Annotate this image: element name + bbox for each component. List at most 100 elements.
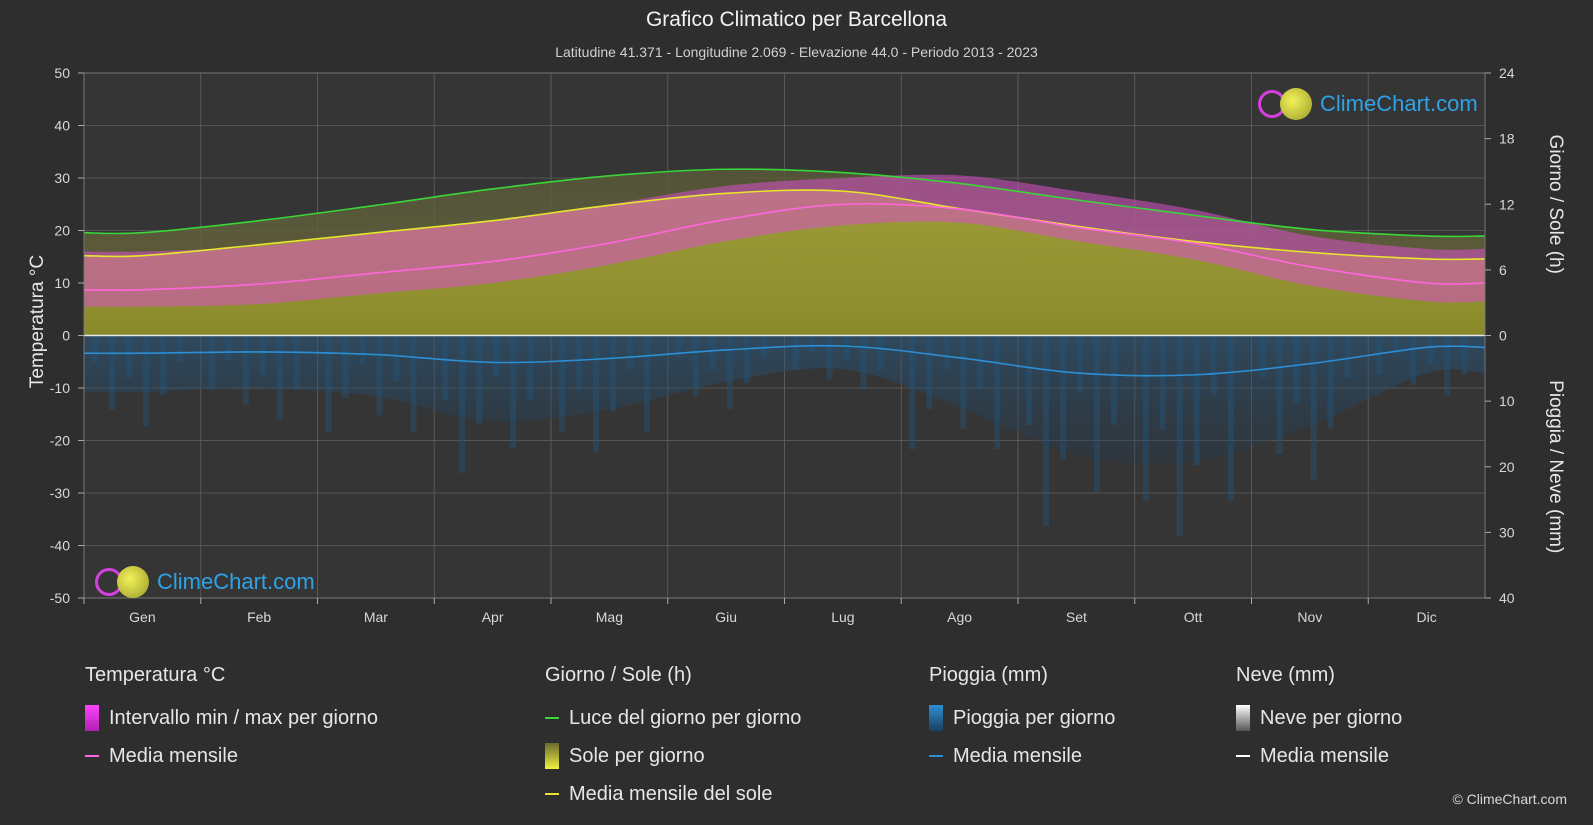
legend-snow-mean: Media mensile: [1236, 737, 1402, 775]
x-tick-label: Nov: [1297, 609, 1322, 625]
rain-bar: [242, 335, 249, 405]
x-tick-label: Giu: [715, 609, 737, 625]
rain-bar: [1376, 335, 1383, 375]
rain-bar: [1276, 335, 1283, 455]
rain-bar: [1227, 335, 1234, 501]
y-right-mm-tick-label: 30: [1499, 524, 1515, 540]
rain-bar: [476, 335, 483, 425]
daylight-swatch: [545, 717, 559, 719]
rain-bar: [1094, 335, 1100, 493]
logo-text: ClimeChart.com: [1320, 91, 1478, 116]
y-left-tick-label: -20: [50, 433, 70, 449]
chart-title: Grafico Climatico per Barcellona: [645, 8, 948, 31]
x-tick-label: Dic: [1417, 609, 1437, 625]
rain-bar: [960, 335, 967, 430]
rain-bar: [1427, 335, 1434, 364]
logo-bottom: ClimeChart.com: [95, 566, 315, 598]
y-left-tick-label: -10: [50, 380, 70, 396]
y-right-mm-tick-label: 20: [1499, 459, 1515, 475]
legend-label: Pioggia per giorno: [953, 706, 1116, 729]
legend-label: Sole per giorno: [569, 744, 705, 767]
rain-bar: [994, 335, 1001, 450]
x-tick-label: Mag: [596, 609, 623, 625]
rain-bar: [726, 335, 733, 410]
rain-bar: [593, 335, 599, 453]
rain-bar: [1344, 335, 1351, 378]
temp-mean-line: [83, 202, 1486, 292]
rain-bar: [1410, 335, 1417, 386]
logo-icon: [1258, 88, 1316, 120]
legend-label: Media mensile: [109, 744, 238, 767]
rain-bar: [1444, 335, 1451, 396]
rain-bar: [410, 335, 417, 433]
y-right-hours-tick-label: 6: [1499, 262, 1507, 278]
y-right-mm-tick-label: 10: [1499, 393, 1515, 409]
x-tick-label: Mar: [364, 609, 388, 625]
rain-mean-swatch: [929, 755, 943, 757]
sun-mean-swatch: [545, 793, 559, 795]
rain-bar: [860, 335, 867, 390]
rain-bar: [1159, 335, 1166, 430]
x-tick-label: Feb: [247, 609, 271, 625]
rain-bar: [293, 335, 300, 390]
rain-bar: [1327, 335, 1334, 429]
rain-bar: [1210, 335, 1217, 395]
legend-label: Media mensile: [1260, 744, 1389, 767]
rain-bar: [709, 335, 716, 371]
y-left-tick-label: 40: [54, 118, 70, 134]
rain-bar: [393, 335, 400, 382]
legend-label: Intervallo min / max per giorno: [109, 706, 379, 729]
x-tick-label: Set: [1066, 609, 1087, 625]
rain-bar: [1142, 335, 1149, 501]
rain-bar: [1026, 335, 1032, 426]
legend-daylight: Luce del giorno per giorno: [545, 699, 801, 737]
sunshine-swatch: [545, 743, 559, 769]
y-left-tick-label: -30: [50, 485, 70, 501]
y-right-hours-tick-label: 12: [1499, 196, 1515, 212]
logo-top: ClimeChart.com: [1258, 88, 1478, 120]
legend-rain-mean: Media mensile: [929, 737, 1115, 775]
x-tick-label: Ago: [947, 609, 972, 625]
legend-temp-range: Intervallo min / max per giorno: [85, 699, 378, 737]
y-left-tick-label: 0: [62, 328, 70, 344]
legend-temp-title: Temperatura °C: [85, 664, 226, 686]
legend-temperature: Temperatura °C Intervallo min / max per …: [85, 664, 378, 775]
rain-bar: [610, 335, 616, 412]
rain-bar: [109, 335, 115, 410]
rain-bar: [143, 335, 149, 426]
y-left-tick-label: -50: [50, 590, 70, 606]
legend-label: Media mensile: [953, 744, 1082, 767]
rain-bar: [126, 335, 132, 379]
rain-bar: [459, 335, 466, 473]
y-right-bottom-axis-title: Pioggia / Neve (mm): [1545, 380, 1566, 553]
rain-bar: [1111, 335, 1117, 426]
rain-bar: [977, 335, 984, 390]
rain-bar: [1077, 335, 1083, 392]
rain-bar: [493, 335, 500, 376]
rain-bar: [1259, 335, 1266, 378]
y-right-hours-tick-label: 18: [1499, 131, 1515, 147]
rain-bar: [1060, 335, 1066, 459]
legend-snow-title: Neve (mm): [1236, 664, 1335, 686]
legend-label: Neve per giorno: [1260, 706, 1403, 729]
snow-swatch: [1236, 705, 1250, 731]
y-right-top-axis-title: Giorno / Sole (h): [1545, 135, 1566, 274]
rain-bar: [644, 335, 650, 432]
rain-bar: [359, 335, 366, 365]
copyright: © ClimeChart.com: [1452, 791, 1567, 807]
rain-bar: [559, 335, 565, 432]
legend-snow: Neve (mm) Neve per giorno Media mensile: [1236, 664, 1402, 775]
rain-bar: [527, 335, 534, 401]
rain-bar: [943, 335, 950, 369]
rain-bar: [276, 335, 283, 420]
legend-sunshine: Sole per giorno: [545, 737, 801, 775]
legend-rain: Pioggia (mm) Pioggia per giorno Media me…: [929, 664, 1115, 775]
logo-icon: [95, 566, 153, 598]
rain-bar: [1043, 335, 1049, 527]
rain-bar: [259, 335, 266, 375]
legend-snow-daily: Neve per giorno: [1236, 699, 1402, 737]
rain-bar: [692, 335, 699, 397]
y-right-hours-tick-label: 24: [1499, 65, 1515, 81]
y-left-tick-label: 20: [54, 223, 70, 239]
